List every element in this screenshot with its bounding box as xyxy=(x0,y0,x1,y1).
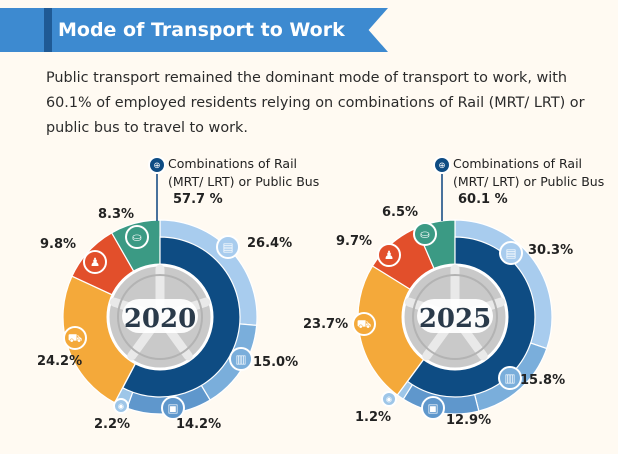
combo-note-line1-2020: Combinations of Rail xyxy=(168,156,297,171)
wheel-rim-2025 xyxy=(412,274,498,360)
title-banner xyxy=(0,8,388,52)
value-label-walk-2025: 9.7% xyxy=(336,234,372,249)
personal-mobility-icon xyxy=(113,398,129,414)
personal-mobility-icon-glyph: ◉ xyxy=(118,402,124,411)
car-icon-glyph: ⛟ xyxy=(357,317,372,331)
value-label-taxi-2020: 14.2% xyxy=(176,417,221,432)
motorcycle-icon xyxy=(413,222,437,246)
motorcycle-icon-glyph: ⛀ xyxy=(420,227,430,241)
year-label-2020: 2020 xyxy=(124,304,196,334)
bus-icon xyxy=(498,366,522,390)
value-label-car-2020: 24.2% xyxy=(37,354,82,369)
walking-icon-glyph: ♟ xyxy=(90,255,100,269)
taxi-icon-glyph: ▣ xyxy=(428,401,439,415)
value-label-motorcycle-2020: 8.3% xyxy=(98,207,134,222)
value-label-bus-2020: 15.0% xyxy=(253,355,298,370)
bus-icon-glyph: ▥ xyxy=(236,352,247,366)
value-label-motorcycle-2025: 6.5% xyxy=(382,205,418,220)
year-pill-2020 xyxy=(122,299,198,333)
intro-paragraph: Public transport remained the dominant m… xyxy=(46,70,585,136)
walking-icon xyxy=(83,250,107,274)
combo-value-label-2020: 57.7 % xyxy=(173,192,223,207)
value-label-taxi-2025: 12.9% xyxy=(446,413,491,428)
value-label-walk-2020: 9.8% xyxy=(40,237,76,252)
transit-combo-icon xyxy=(433,156,451,174)
combo-note-line2-2025: (MRT/ LRT) or Public Bus xyxy=(453,174,604,189)
car-icon xyxy=(63,326,87,350)
car-icon xyxy=(352,312,376,336)
wheel-rim-2020 xyxy=(117,274,203,360)
year-pill-2025 xyxy=(417,299,493,333)
transit-combo-icon-glyph: ⊕ xyxy=(153,160,160,170)
bus-icon xyxy=(229,347,253,371)
value-label-pmd-2020: 2.2% xyxy=(94,417,130,432)
value-label-train-2020: 26.4% xyxy=(247,236,292,251)
page-title: Mode of Transport to Work xyxy=(58,19,345,41)
motorcycle-icon-glyph: ⛀ xyxy=(132,230,142,244)
value-label-train-2025: 30.3% xyxy=(528,243,573,258)
taxi-icon xyxy=(421,396,445,420)
title-banner-accent xyxy=(44,8,52,52)
train-icon xyxy=(216,235,240,259)
combo-note-line1-2025: Combinations of Rail xyxy=(453,156,582,171)
personal-mobility-icon xyxy=(381,391,397,407)
donut-2025: 2025 Combinations of Rail (MRT/ LRT) or Pu… xyxy=(357,156,604,415)
train-icon-glyph: ▤ xyxy=(506,246,517,260)
personal-mobility-icon-glyph: ◉ xyxy=(386,395,392,404)
value-label-bus-2025: 15.8% xyxy=(520,373,565,388)
transit-combo-icon xyxy=(148,156,166,174)
motorcycle-icon xyxy=(125,225,149,249)
year-label-2025: 2025 xyxy=(419,304,491,334)
transit-combo-icon-glyph: ⊕ xyxy=(438,160,445,170)
walking-icon-glyph: ♟ xyxy=(384,248,394,262)
walking-icon xyxy=(377,243,401,267)
bus-icon-glyph: ▥ xyxy=(505,371,516,385)
combo-value-label-2025: 60.1 % xyxy=(458,192,508,207)
value-label-pmd-2025: 1.2% xyxy=(355,410,391,425)
combo-note-line2-2020: (MRT/ LRT) or Public Bus xyxy=(168,174,319,189)
value-label-car-2025: 23.7% xyxy=(303,317,348,332)
train-icon xyxy=(499,241,523,265)
donut-2020: 2020 Combinations of Rail (MRT/ LRT) or Pu… xyxy=(62,156,319,415)
taxi-icon-glyph: ▣ xyxy=(168,401,179,415)
train-icon-glyph: ▤ xyxy=(223,240,234,254)
car-icon-glyph: ⛟ xyxy=(68,331,83,345)
taxi-icon xyxy=(161,396,185,420)
